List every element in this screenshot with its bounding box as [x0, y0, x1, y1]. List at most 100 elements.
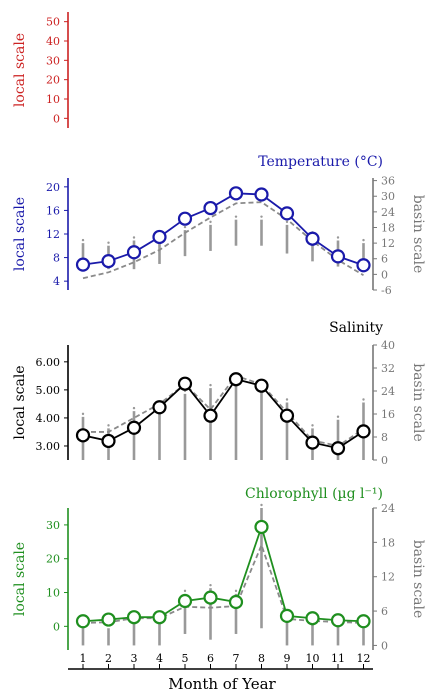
x-tick-label: 5 [182, 652, 189, 665]
left-tick-label: 8 [53, 252, 60, 265]
basin-point [209, 220, 212, 224]
basin-point [260, 215, 263, 218]
local-series-point [126, 610, 142, 625]
left-tick-label: 30 [46, 54, 60, 67]
panel-title: Temperature (°C) [258, 154, 383, 170]
left-tick-label: 4.00 [36, 412, 61, 425]
left-axis-label: local scale [12, 542, 28, 616]
local-series-point [356, 614, 371, 629]
left-axis-label: local scale [12, 197, 28, 271]
panel-1: 0 10 20 30 40 50 local scale [12, 12, 69, 128]
x-axis-label: Month of Year [168, 675, 276, 693]
x-tick-label: 7 [233, 652, 240, 665]
basin-point [132, 236, 136, 239]
basin-point [107, 241, 110, 244]
basin-point [234, 215, 238, 218]
left-tick-label: 50 [46, 16, 60, 29]
local-series-point [305, 435, 320, 450]
basin-point [336, 236, 340, 239]
local-series-point [75, 257, 91, 272]
panel-title: Chlorophyll (µg l⁻¹) [245, 486, 383, 502]
local-series-point [254, 519, 269, 535]
right-tick-label: 8 [381, 431, 388, 444]
x-tick-label: 12 [357, 652, 371, 665]
left-tick-label: 0 [53, 112, 60, 125]
panel-3: 3.00 4.00 5.00 6.00 local scale Salinity 0 8 16 2… [12, 320, 426, 467]
local-series-point [101, 612, 116, 627]
right-tick-label: 24 [381, 206, 395, 219]
right-tick-label: 36 [381, 175, 395, 188]
basin-point [183, 225, 187, 229]
left-tick-label: 40 [46, 35, 60, 48]
x-tick-label: 3 [131, 652, 138, 665]
right-tick-label: 24 [381, 502, 395, 515]
right-axis-label: basin scale [410, 195, 426, 274]
local-series-point [356, 424, 371, 439]
basin-point [336, 415, 340, 418]
right-tick-label: 0 [381, 454, 388, 467]
x-tick-label: 2 [105, 652, 112, 665]
left-tick-label: 16 [46, 204, 60, 217]
right-tick-label: 32 [381, 362, 395, 375]
left-axis-label: local scale [12, 365, 28, 439]
local-series-point [330, 613, 346, 628]
right-tick-label: 0 [381, 268, 388, 281]
right-tick-label: 12 [381, 571, 395, 584]
basin-mean-line [82, 201, 364, 280]
local-series-point [254, 187, 269, 202]
right-tick-label: 6 [381, 605, 388, 618]
basin-point [132, 406, 136, 410]
x-tick-label: 6 [207, 652, 214, 665]
local-series-line [82, 523, 364, 623]
local-series-point [203, 408, 218, 423]
panel-4: 0 10 20 30 local scale Chlorophyll (µg l⁻¹) 0 6… [12, 486, 426, 652]
local-series-point [75, 428, 91, 443]
right-tick-label: 18 [381, 221, 395, 234]
right-tick-label: 18 [381, 536, 395, 549]
local-series-point [126, 245, 142, 260]
left-tick-label: 20 [46, 181, 60, 194]
left-tick-label: 30 [46, 519, 60, 532]
local-series-point [254, 378, 269, 393]
local-series-point [177, 211, 193, 226]
left-tick-label: 0 [53, 620, 60, 633]
left-tick-label: 5.00 [36, 384, 61, 397]
local-series-point [177, 376, 193, 391]
local-series-point [152, 229, 167, 245]
right-tick-label: 40 [381, 339, 395, 352]
basin-point [285, 398, 289, 401]
local-series-point [279, 608, 295, 623]
local-series-point [203, 590, 218, 605]
right-axis-label: basin scale [410, 540, 426, 619]
left-tick-label: 10 [46, 587, 60, 600]
local-series-point [101, 433, 116, 449]
local-series-point [75, 614, 91, 629]
basin-point [260, 503, 263, 507]
panel-2: 4 8 12 16 20 local scale Temperature (°C) -6 0 6 1… [12, 154, 426, 297]
basin-point [107, 424, 110, 427]
right-tick-label: 24 [381, 385, 395, 398]
local-series-line [82, 192, 364, 267]
x-tick-label: 10 [306, 652, 320, 665]
right-tick-label: 6 [381, 253, 388, 266]
basin-point [209, 383, 212, 387]
left-tick-label: 4 [53, 275, 60, 288]
local-series-line [82, 378, 364, 450]
basin-point [81, 412, 85, 416]
basin-point [234, 589, 238, 593]
basin-point [311, 424, 314, 427]
panel-title: Salinity [329, 320, 383, 336]
left-tick-label: 12 [46, 228, 60, 241]
local-series-point [228, 372, 244, 387]
local-series-point [126, 420, 142, 435]
local-series-point [152, 610, 167, 625]
basin-point [183, 589, 187, 593]
basin-point [209, 583, 212, 587]
local-series-point [203, 200, 218, 216]
local-series-point [279, 408, 295, 423]
local-series-point [330, 249, 346, 264]
shared-x-axis: Month of Year 1 2 3 4 5 6 7 8 9 10 11 12 [68, 652, 373, 693]
basin-point [362, 238, 365, 242]
local-series-point [279, 206, 295, 221]
